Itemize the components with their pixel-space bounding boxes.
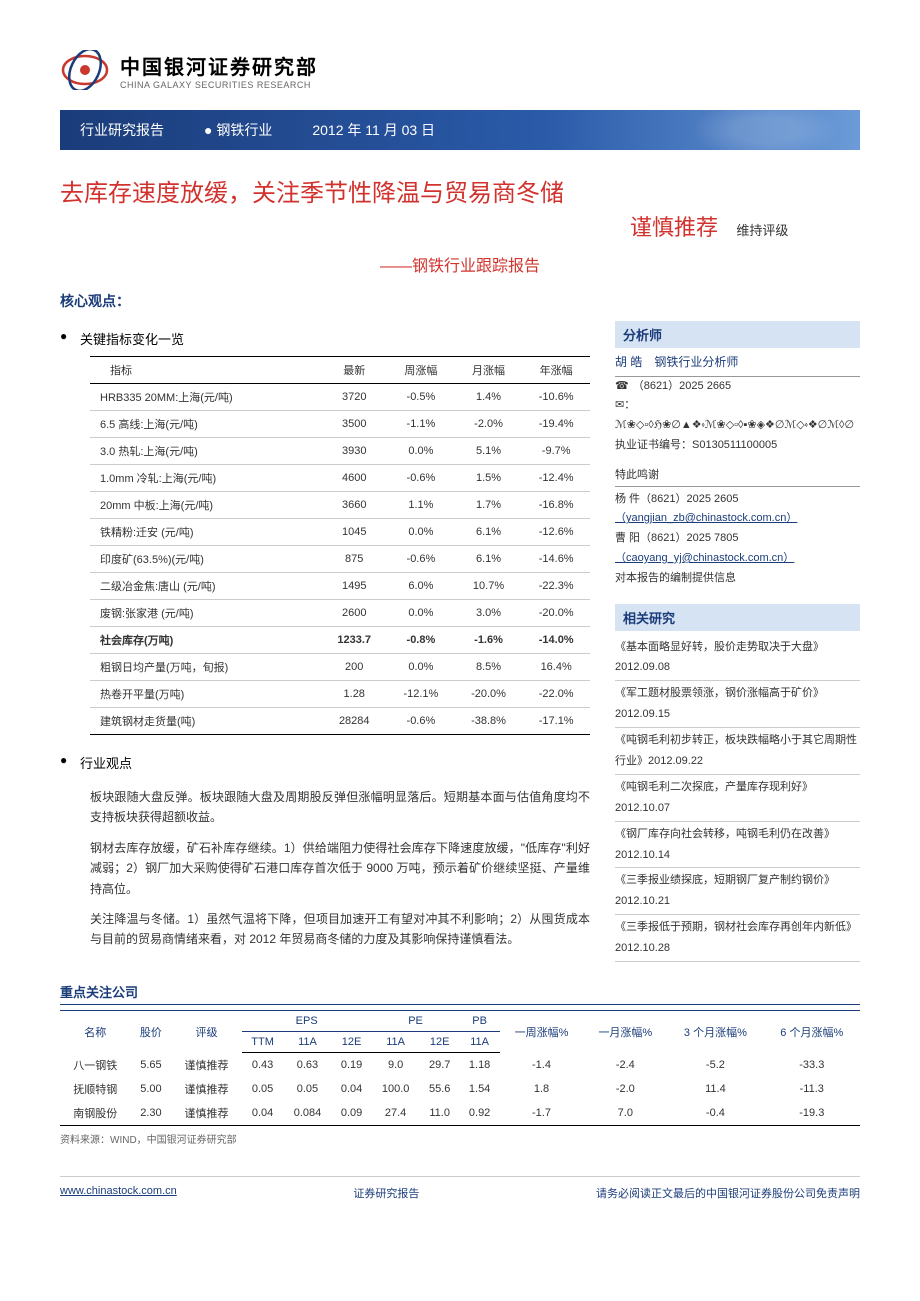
analyst-email: ✉：ℳ❀◇▫◊ℌ❀∅▲❖⬫ℳ❀◇▫◊▪❀◈❖∅ℳ◇⬫❖∅ℳ◊∅ bbox=[615, 396, 860, 436]
research-item: 《吨钢毛利二次探底，产量库存现利好》2012.10.07 bbox=[615, 775, 860, 822]
logo-cn: 中国银河证券研究部 bbox=[120, 51, 318, 80]
report-type: 行业研究报告 bbox=[80, 120, 164, 140]
data-source: 资料来源：WIND，中国银河证券研究部 bbox=[60, 1131, 860, 1146]
footer-disclaimer: 请务必阅读正文最后的中国银河证券股份公司免责声明 bbox=[596, 1185, 860, 1201]
section-indicators: 关键指标变化一览 bbox=[80, 329, 590, 348]
analyst-name: 胡 皓 钢铁行业分析师 bbox=[615, 352, 860, 377]
footer-url[interactable]: www.chinastock.com.cn bbox=[60, 1185, 177, 1201]
para-3: 关注降温与冬储。1）虽然气温将下降，但项目加速开工有望对冲其不利影响；2）从囤货… bbox=[90, 909, 590, 950]
header-bar: 行业研究报告 ● 钢铁行业 2012 年 11 月 03 日 bbox=[60, 110, 860, 150]
rating: 谨慎推荐 bbox=[630, 215, 718, 240]
research-item: 《三季报业绩探底，短期钢厂复产制约钢价》2012.10.21 bbox=[615, 868, 860, 915]
section-industry-view: 行业观点 bbox=[80, 753, 590, 772]
contributor-note: 对本报告的编制提供信息 bbox=[615, 569, 860, 589]
company-table: 名称 股价 评级 EPS PE PB 一周涨幅% 一月涨幅% 3 个月涨幅% 6… bbox=[60, 1010, 860, 1126]
contributor-2-mail[interactable]: （caoyang_yj@chinastock.com.cn） bbox=[615, 552, 794, 564]
contributor-1-mail[interactable]: （yangjian_zb@chinastock.com.cn） bbox=[615, 512, 797, 524]
rating-sub: 维持评级 bbox=[736, 223, 788, 238]
para-1: 板块跟随大盘反弹。板块跟随大盘及周期股反弹但涨幅明显落后。短期基本面与估值角度均… bbox=[90, 787, 590, 828]
page-title: 去库存速度放缓，关注季节性降温与贸易商冬储 bbox=[60, 175, 630, 213]
contributor-2: 曹 阳（8621）2025 7805 bbox=[615, 529, 860, 549]
analyst-head: 分析师 bbox=[615, 321, 860, 348]
research-item: 《吨钢毛利初步转正，板块跌幅略小于其它周期性行业》2012.09.22 bbox=[615, 728, 860, 775]
research-list: 《基本面略显好转，股价走势取决于大盘》2012.09.08《军工题材股票领涨，钢… bbox=[615, 635, 860, 962]
subtitle: ——钢铁行业跟踪报告 bbox=[380, 258, 540, 275]
thanks-label: 特此鸣谢 bbox=[615, 466, 860, 486]
report-date: 2012 年 11 月 03 日 bbox=[312, 120, 435, 140]
analyst-phone: （8621）2025 2665 bbox=[615, 377, 860, 397]
core-label: 核心观点： bbox=[60, 291, 860, 311]
research-item: 《钢厂库存向社会转移，吨钢毛利仍在改善》2012.10.14 bbox=[615, 822, 860, 869]
research-item: 《军工题材股票领涨，钢价涨幅高于矿价》2012.09.15 bbox=[615, 681, 860, 728]
research-item: 《三季报低于预期，钢材社会库存再创年内新低》2012.10.28 bbox=[615, 915, 860, 962]
logo-en: CHINA GALAXY SECURITIES RESEARCH bbox=[120, 80, 318, 90]
para-2: 钢材去库存放缓，矿石补库存继续。1）供给端阻力使得社会库存下降速度放缓，"低库存… bbox=[90, 838, 590, 899]
indicator-table: 指标最新周涨幅月涨幅年涨幅 HRB335 20MM:上海(元/吨)3720-0.… bbox=[90, 356, 590, 735]
research-head: 相关研究 bbox=[615, 604, 860, 631]
footer-center: 证券研究报告 bbox=[353, 1185, 419, 1201]
analyst-cert: 执业证书编号：S0130511100005 bbox=[615, 436, 860, 456]
footer: www.chinastock.com.cn 证券研究报告 请务必阅读正文最后的中… bbox=[60, 1176, 860, 1201]
industry-label: ● 钢铁行业 bbox=[204, 120, 272, 140]
contributor-1: 杨 件（8621）2025 2605 bbox=[615, 490, 860, 510]
galaxy-logo-icon bbox=[60, 50, 110, 90]
logo-block: 中国银河证券研究部 CHINA GALAXY SECURITIES RESEAR… bbox=[60, 50, 860, 90]
companies-head: 重点关注公司 bbox=[60, 982, 860, 1005]
research-item: 《基本面略显好转，股价走势取决于大盘》2012.09.08 bbox=[615, 635, 860, 682]
